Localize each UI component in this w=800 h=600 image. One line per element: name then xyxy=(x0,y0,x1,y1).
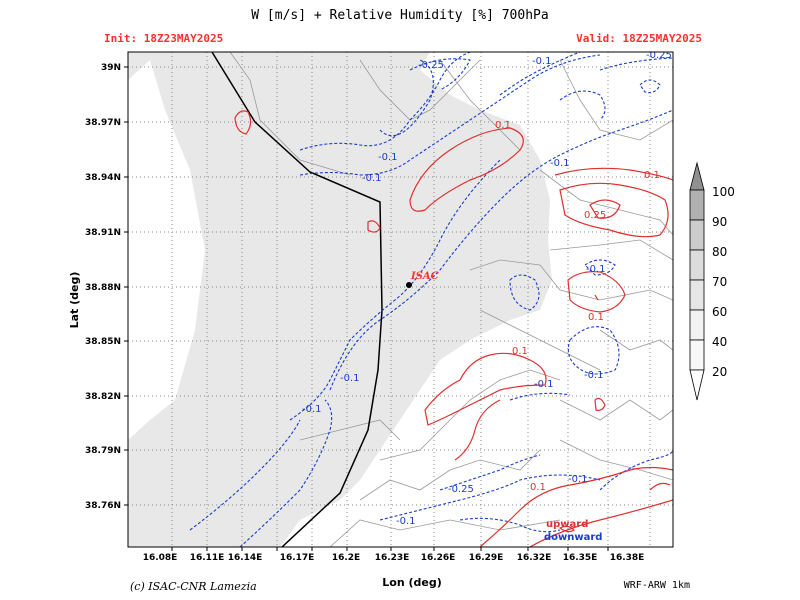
x-tick-label: 16.17E xyxy=(280,553,315,563)
x-tick-label: 16.08E xyxy=(143,553,178,563)
contour-label: 0.25 xyxy=(584,210,606,221)
dry-pocket xyxy=(128,60,205,440)
valid-time: Valid: 18Z25MAY2025 xyxy=(576,32,702,45)
y-tick-label: 38.85N xyxy=(85,337,121,347)
contour-label: -0.1 xyxy=(302,404,322,415)
y-tick-label: 39N xyxy=(101,63,121,73)
contour-label: -0.1 xyxy=(568,474,588,485)
x-tick-label: 16.26E xyxy=(421,553,456,563)
y-tick-label: 38.94N xyxy=(85,173,121,183)
contour-label: -0.1 xyxy=(584,370,604,381)
x-axis-label: Lon (deg) xyxy=(382,576,442,589)
colorbar-label: 90 xyxy=(712,215,727,229)
contour-label: -0.25 xyxy=(448,484,474,495)
contour-label: 0.1 xyxy=(495,120,511,131)
contour-labels: -0.25 -0.1 -0.1 -0.1 -0.1 -0.1 -0.1 -0.1… xyxy=(302,50,672,527)
y-tick-label: 38.91N xyxy=(85,228,121,238)
colorbar: 100 90 80 70 60 40 20 xyxy=(689,161,735,401)
contour-label: -0.25 xyxy=(418,60,444,71)
dry-pocket-2 xyxy=(285,505,420,547)
plot-area: -0.25 -0.1 -0.1 -0.1 -0.1 -0.1 -0.1 -0.1… xyxy=(128,50,673,547)
x-tick-label: 16.2E xyxy=(332,553,360,563)
contour-label: 0.1 xyxy=(588,312,604,323)
grid xyxy=(128,52,673,547)
upward-contours xyxy=(234,110,673,547)
downward-contours xyxy=(189,52,673,547)
y-tick-label: 38.97N xyxy=(85,118,121,128)
colorbar-label: 70 xyxy=(712,275,727,289)
y-axis: 39N 38.97N 38.94N 38.91N 38.88N 38.85N 3… xyxy=(68,63,128,511)
x-tick-label: 16.29E xyxy=(469,553,504,563)
contour-label: -0.1 xyxy=(396,516,416,527)
chart-title: W [m/s] + Relative Humidity [%] 700hPa xyxy=(251,8,549,23)
x-tick-label: 16.14E xyxy=(228,553,263,563)
contour-label: 0.1 xyxy=(530,482,546,493)
municipal-boundaries xyxy=(229,52,673,547)
contour-label: -0.1 xyxy=(362,173,382,184)
x-tick-label: 16.38E xyxy=(610,553,645,563)
station-marker xyxy=(406,282,412,288)
x-tick-label: 16.23E xyxy=(375,553,410,563)
contour-label: 0.1 xyxy=(512,346,528,357)
colorbar-label: 80 xyxy=(712,245,727,259)
contour-label: -0.1 xyxy=(534,379,554,390)
colorbar-label: 40 xyxy=(712,335,727,349)
contour-label: -0.1 xyxy=(550,158,570,169)
y-tick-label: 38.79N xyxy=(85,446,121,456)
colorbar-label: 20 xyxy=(712,365,727,379)
credit-text: (c) ISAC-CNR Lamezia xyxy=(130,580,257,593)
contour-label: 0.1 xyxy=(644,170,660,181)
x-tick-label: 16.11E xyxy=(190,553,225,563)
x-tick-label: 16.32E xyxy=(517,553,552,563)
contour-label: -0.1 xyxy=(340,373,360,384)
contour-label: -0.25 xyxy=(646,50,672,61)
y-tick-label: 38.88N xyxy=(85,283,121,293)
colorbar-label: 60 xyxy=(712,305,727,319)
contour-label: -0.1 xyxy=(378,152,398,163)
model-text: WRF-ARW 1km xyxy=(623,580,690,591)
legend-upward: upward xyxy=(546,519,588,530)
colorbar-label: 100 xyxy=(712,185,735,199)
y-tick-label: 38.76N xyxy=(85,501,121,511)
legend-downward: downward xyxy=(544,532,602,543)
humidity-shading xyxy=(128,52,552,547)
plot-frame xyxy=(127,51,674,548)
init-time: Init: 18Z23MAY2025 xyxy=(104,32,224,45)
x-axis: 16.08E 16.11E 16.14E 16.17E 16.2E 16.23E… xyxy=(143,547,645,589)
x-tick-label: 16.35E xyxy=(563,553,598,563)
y-tick-label: 38.82N xyxy=(85,392,121,402)
contour-label: -0.1 xyxy=(532,56,552,67)
contour-label: -0.1 xyxy=(586,264,606,275)
station-label: ISAC xyxy=(410,271,439,282)
y-axis-label: Lat (deg) xyxy=(68,272,81,329)
